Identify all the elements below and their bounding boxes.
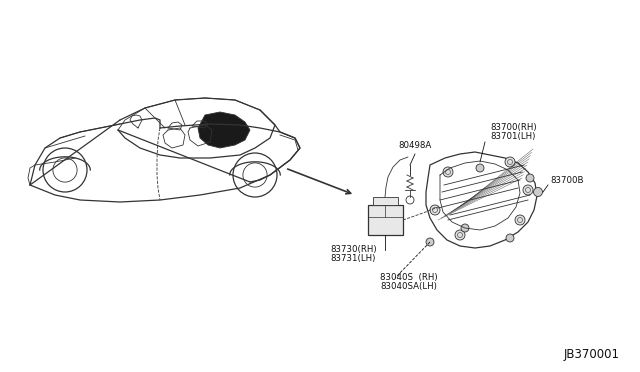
Text: 83701(LH): 83701(LH): [490, 132, 536, 141]
Circle shape: [526, 174, 534, 182]
Circle shape: [426, 238, 434, 246]
Circle shape: [476, 164, 484, 172]
Circle shape: [505, 157, 515, 167]
Text: 83730(RH): 83730(RH): [330, 245, 376, 254]
Polygon shape: [198, 112, 250, 148]
Circle shape: [430, 205, 440, 215]
Circle shape: [506, 234, 514, 242]
Text: 83700(RH): 83700(RH): [490, 123, 536, 132]
Circle shape: [455, 230, 465, 240]
Text: 83731(LH): 83731(LH): [330, 254, 376, 263]
Circle shape: [443, 167, 453, 177]
Circle shape: [515, 215, 525, 225]
Circle shape: [523, 185, 533, 195]
Text: 83040S  (RH): 83040S (RH): [380, 273, 438, 282]
Text: 83700B: 83700B: [550, 176, 584, 185]
FancyBboxPatch shape: [373, 197, 398, 205]
Text: 83040SA(LH): 83040SA(LH): [380, 282, 437, 291]
Text: 80498A: 80498A: [398, 141, 431, 150]
Circle shape: [534, 187, 543, 196]
Text: JB370001: JB370001: [564, 348, 620, 361]
Circle shape: [461, 224, 469, 232]
FancyBboxPatch shape: [368, 205, 403, 235]
